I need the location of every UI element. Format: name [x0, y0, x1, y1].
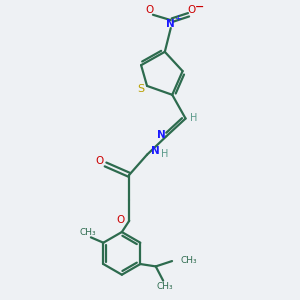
Text: +: + — [174, 14, 181, 23]
Text: O: O — [117, 215, 125, 225]
Text: CH₃: CH₃ — [80, 228, 96, 237]
Text: O: O — [146, 5, 154, 15]
Text: CH₃: CH₃ — [181, 256, 198, 265]
Text: N: N — [157, 130, 165, 140]
Text: H: H — [161, 149, 169, 159]
Text: S: S — [137, 84, 145, 94]
Text: CH₃: CH₃ — [156, 282, 173, 291]
Text: −: − — [195, 2, 204, 11]
Text: O: O — [188, 5, 196, 15]
Text: N: N — [167, 19, 175, 29]
Text: H: H — [190, 113, 198, 123]
Text: O: O — [95, 157, 103, 166]
Text: N: N — [151, 146, 160, 156]
